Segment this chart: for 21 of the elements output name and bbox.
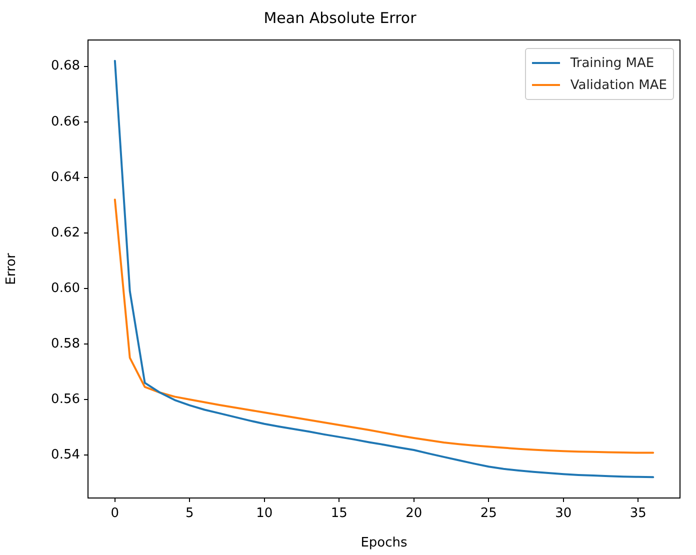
y-tick-label: 0.66: [51, 114, 80, 130]
y-tick-label: 0.56: [51, 392, 80, 407]
legend-label: Validation MAE: [570, 78, 667, 92]
x-tick-label: 5: [186, 506, 194, 522]
y-tick-label: 0.54: [51, 447, 80, 462]
x-tick-label: 35: [630, 506, 646, 522]
x-tick-label: 20: [406, 506, 422, 522]
y-tick-label: 0.62: [51, 225, 80, 240]
y-tick-label: 0.64: [51, 170, 80, 185]
x-tick-label: 0: [110, 506, 120, 522]
x-axis-title: Epochs: [360, 536, 408, 551]
x-tick-label: 25: [480, 506, 497, 522]
x-tick-label: 10: [256, 506, 273, 522]
legend-label: Training MAE: [570, 56, 654, 70]
y-tick-label: 0.60: [51, 280, 80, 296]
y-tick-label: 0.58: [51, 336, 80, 352]
chart-title: Mean Absolute Error: [264, 8, 418, 27]
x-tick-label: 30: [555, 506, 572, 522]
y-tick-label: 0.68: [51, 58, 80, 74]
y-axis-title: Error: [4, 252, 20, 285]
x-tick-label: 15: [330, 506, 348, 522]
